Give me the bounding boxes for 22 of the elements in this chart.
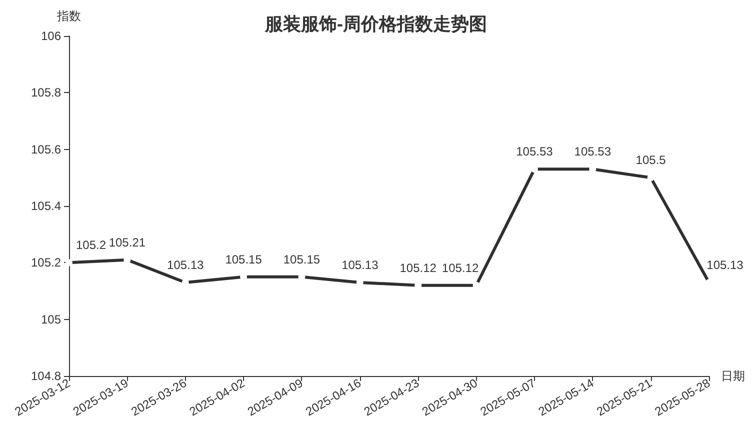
data-label: 105.53 — [574, 144, 612, 159]
data-label: 105.13 — [342, 258, 379, 272]
x-axis-title: 日期 — [721, 369, 745, 383]
data-label: 105.5 — [636, 153, 666, 168]
y-tick-label: 105.4 — [30, 199, 62, 213]
data-label: 105.13 — [167, 258, 204, 272]
y-tick-label: 105 — [40, 312, 62, 326]
data-label: 105.13 — [706, 258, 744, 272]
y-axis-title: 指数 — [56, 9, 81, 23]
y-tick-label: 105.8 — [30, 86, 62, 100]
y-tick-label: 104.8 — [30, 369, 62, 383]
data-label: 105.2 — [76, 238, 106, 252]
data-label: 105.15 — [225, 252, 262, 266]
y-tick-label: 105.6 — [30, 142, 62, 156]
data-label: 105.53 — [516, 144, 554, 159]
data-label: 105.21 — [108, 235, 146, 250]
data-label: 105.15 — [283, 252, 320, 266]
chart-title: 服装服饰-周价格指数走势图 — [264, 14, 487, 34]
y-tick-label: 106 — [40, 29, 62, 43]
data-label: 105.12 — [442, 260, 479, 275]
data-label: 105.12 — [400, 260, 437, 275]
y-tick-label: 105.2 — [30, 256, 62, 270]
